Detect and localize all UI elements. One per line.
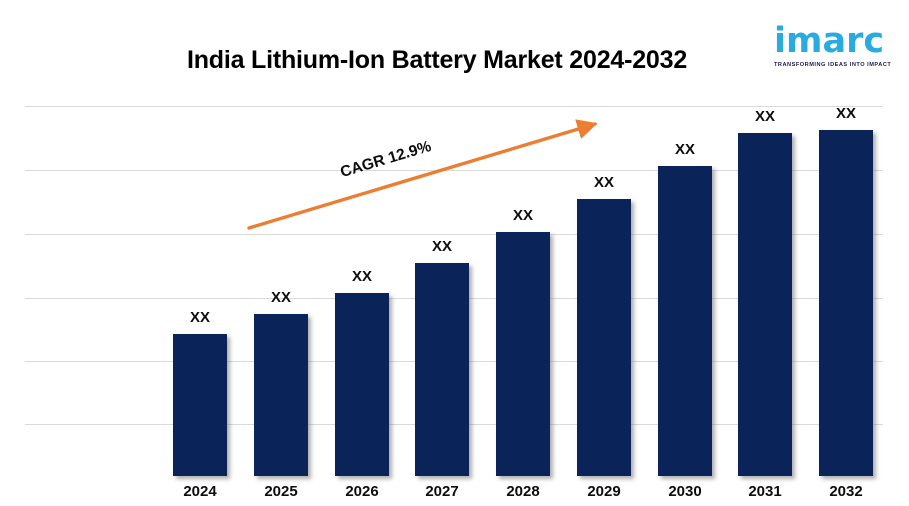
bar-2029 (577, 199, 631, 476)
imarc-logo-wordmark: imarc (774, 21, 885, 61)
imarc-logo: imarc TRANSFORMING IDEAS INTO IMPACT (774, 21, 894, 69)
trend-arrow (247, 119, 598, 230)
bar-value-2029: XX (593, 174, 614, 191)
bar-2031 (738, 133, 792, 476)
x-axis-label-2031: 2031 (748, 483, 782, 500)
imarc-logo-tagline: TRANSFORMING IDEAS INTO IMPACT (774, 62, 892, 68)
x-axis-label-2024: 2024 (183, 483, 217, 500)
bar-value-2027: XX (431, 238, 452, 255)
x-axis-label-2027: 2027 (425, 483, 459, 500)
bar-value-2026: XX (351, 268, 372, 285)
bar-2030 (658, 166, 712, 476)
x-axis-label-2030: 2030 (668, 483, 702, 500)
x-axis-label-2026: 2026 (345, 483, 379, 500)
bar-value-2030: XX (674, 141, 695, 158)
gridline (25, 170, 883, 171)
bar-2024 (173, 334, 227, 476)
chart-title: India Lithium-Ion Battery Market 2024-20… (186, 46, 688, 74)
bar-2027 (415, 263, 469, 476)
bar-value-2024: XX (189, 309, 210, 326)
bar-value-2025: XX (270, 289, 291, 306)
x-axis-label-2028: 2028 (506, 483, 540, 500)
bar-value-2028: XX (512, 207, 533, 224)
bar-2025 (254, 314, 308, 476)
x-axis-label-2032: 2032 (829, 483, 863, 500)
x-axis-label-2025: 2025 (264, 483, 298, 500)
x-axis-label-2029: 2029 (587, 483, 621, 500)
bar-value-2031: XX (754, 108, 775, 125)
bar-2032 (819, 130, 873, 476)
bar-value-2032: XX (835, 105, 856, 122)
trend-arrow-line (247, 119, 598, 230)
bar-2026 (335, 293, 389, 476)
bar-2028 (496, 232, 550, 476)
gridline (25, 106, 883, 107)
gridline (25, 234, 883, 235)
